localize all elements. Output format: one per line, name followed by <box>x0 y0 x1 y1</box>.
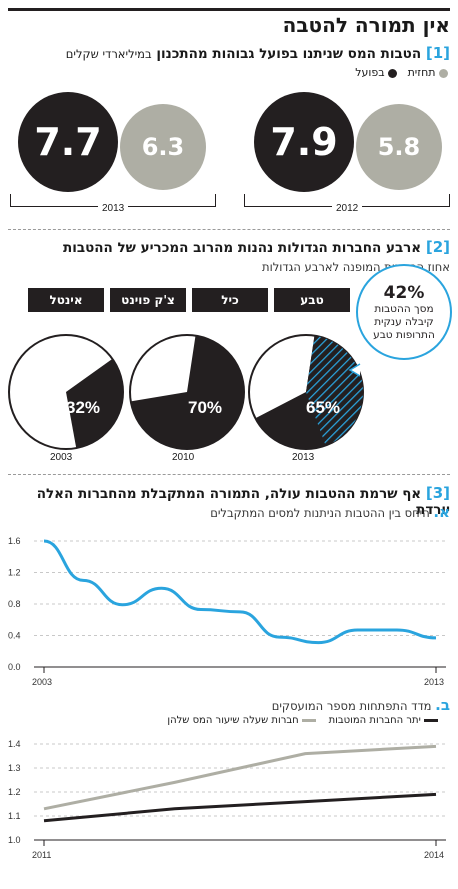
pies-svg <box>8 334 364 450</box>
section-divider <box>8 229 450 230</box>
y-tick-label: 0.8 <box>8 599 21 609</box>
chart-employment: 1.0 1.1 1.2 1.3 1.4 2011 2014 <box>8 739 446 860</box>
chart-b-legend: יתר החברות המוטבות חברות שעלה שיעור המס … <box>167 715 438 726</box>
section1-legend: תחזית בפועל <box>355 66 448 79</box>
forecast-2013-circle: 6.3 <box>120 104 206 190</box>
company-teva: טבע <box>274 288 350 312</box>
section2-title: ארבע החברות הגדולות נהנות מהרוב המכריע ש… <box>62 240 422 256</box>
section1-title: הטבות המס שניתנו בפועל גבוהות מהתכנון <box>156 46 422 62</box>
year-2013-label: 2013 <box>98 203 129 214</box>
section1-number: [1] <box>425 44 450 62</box>
section1-header: [1] הטבות המס שניתנו בפועל גבוהות מהתכנו… <box>8 44 450 62</box>
section2-number: [2] <box>425 238 450 256</box>
y-tick-label: 1.0 <box>8 835 21 845</box>
section3-title: אף שרמת ההטבות עולה, התמורה המתקבלת מהחב… <box>36 486 450 518</box>
lowtax-series-line <box>43 744 437 811</box>
section1-unit: במיליארדי שקלים <box>65 47 152 61</box>
page-title: אין תמורה להטבה <box>8 8 450 43</box>
legend-other-label: יתר החברות המוטבות <box>328 715 421 726</box>
section3b-text: מדד התפתחות מספר המועסקים <box>271 699 432 713</box>
actual-2013-circle: 7.7 <box>18 92 118 192</box>
section3-header: [3] אף שרמת ההטבות עולה, התמורה המתקבלת … <box>8 484 450 518</box>
y-tick-label: 1.3 <box>8 763 21 773</box>
actual-legend-swatch <box>388 68 398 78</box>
teva-bubble: 42% מסך ההטבות קיבלה ענקית התרופות טבע <box>356 264 452 360</box>
x-tick-label: 2011 <box>32 850 51 860</box>
actual-legend-label: בפועל <box>355 66 385 79</box>
y-tick-label: 0.0 <box>8 662 21 672</box>
pies-group <box>8 334 364 450</box>
year-2012-label: 2012 <box>332 203 363 214</box>
forecast-legend-swatch <box>439 68 448 78</box>
x-tick-label: 2003 <box>32 677 52 687</box>
section2-header: [2] ארבע החברות הגדולות נהנות מהרוב המכר… <box>8 238 450 256</box>
pie-2010-year: 2010 <box>172 452 195 463</box>
x-tick-label: 2013 <box>424 677 444 687</box>
company-intel: אינטל <box>28 288 104 312</box>
bubble-pointer <box>348 363 361 377</box>
y-tick-label: 1.2 <box>8 568 21 578</box>
other-series-line <box>43 792 437 823</box>
forecast-legend-label: תחזית <box>407 66 436 79</box>
pie-2010-label: 70% <box>188 398 223 417</box>
section3a-subtitle: א. היחס בין ההטבות הניתנות למסים המתקבלי… <box>8 503 450 521</box>
section-divider <box>8 474 450 475</box>
pie-2003-label: 32% <box>66 398 101 417</box>
legend-lowtax-swatch <box>301 718 316 722</box>
pie-2013-year: 2013 <box>292 452 315 463</box>
chart-ratio: 0.0 0.4 0.8 1.2 1.6 2003 2013 <box>8 536 446 687</box>
x-tick-label: 2014 <box>424 850 444 860</box>
y-tick-label: 1.4 <box>8 739 21 749</box>
pie-2003-slice <box>66 358 124 449</box>
section3b-letter: ב. <box>435 696 450 714</box>
legend-other-swatch <box>424 718 438 722</box>
section3a-text: היחס בין ההטבות הניתנות למסים המתקבלים <box>210 506 430 520</box>
section3a-letter: א. <box>433 503 450 521</box>
y-tick-label: 1.2 <box>8 787 21 797</box>
ratio-series-line <box>43 539 437 645</box>
forecast-2012-circle: 5.8 <box>356 104 442 190</box>
company-icl: כיל <box>192 288 268 312</box>
teva-bubble-percent: 42% <box>383 282 425 303</box>
section3-number: [3] <box>425 484 450 502</box>
y-tick-label: 0.4 <box>8 631 21 641</box>
company-checkpoint: צ'ק פוינט <box>110 288 186 312</box>
pie-2013-label: 65% <box>306 398 341 417</box>
y-tick-label: 1.1 <box>8 811 21 821</box>
section3b-subtitle: ב. מדד התפתחות מספר המועסקים <box>8 696 450 714</box>
y-tick-label: 1.6 <box>8 536 21 546</box>
pie-2003-year: 2003 <box>50 452 73 463</box>
teva-bubble-text: מסך ההטבות קיבלה ענקית התרופות טבע <box>373 302 435 341</box>
pie-2010-slice <box>130 335 244 449</box>
legend-lowtax-label: חברות שעלה שיעור המס שלהן <box>167 715 299 726</box>
pie-2013-teva-slice <box>306 335 363 446</box>
actual-2012-circle: 7.9 <box>254 92 354 192</box>
